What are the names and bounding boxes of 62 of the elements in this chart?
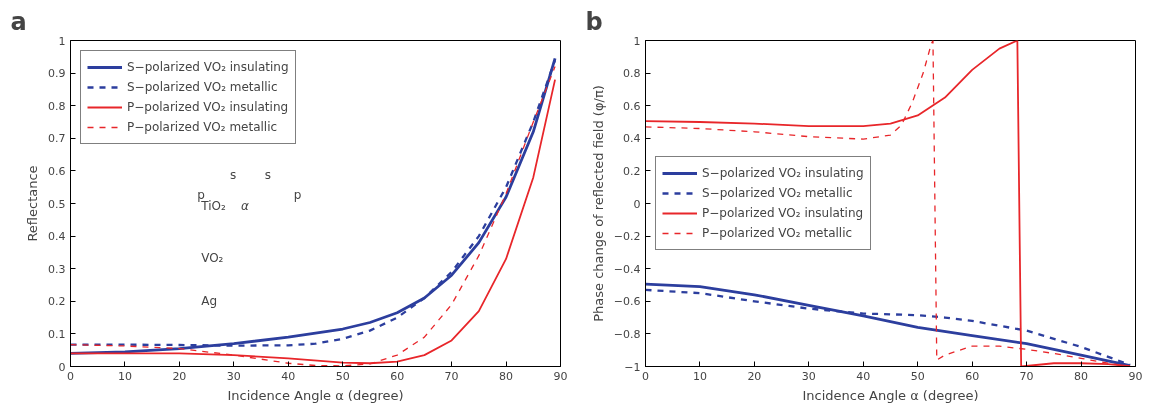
x-tick-label: 90 <box>1128 369 1143 383</box>
x-axis-title: Incidence Angle α (degree) <box>227 387 404 403</box>
y-tick-label: 0.4 <box>623 132 641 146</box>
annotation: p <box>293 187 302 202</box>
x-tick-label: 20 <box>747 369 762 383</box>
x-tick-label: 10 <box>692 369 707 383</box>
legend-label: S−polarized VO₂ metallic <box>127 80 278 94</box>
chart-title: a <box>10 7 27 36</box>
legend-label: S−polarized VO₂ insulating <box>702 166 864 180</box>
y-tick-label: 0.4 <box>48 230 66 244</box>
legend-label: P−polarized VO₂ metallic <box>127 120 278 134</box>
x-tick-label: 70 <box>444 369 459 383</box>
x-tick-label: 80 <box>499 369 514 383</box>
y-tick-label: 1 <box>633 34 641 48</box>
y-tick-label: 0.8 <box>48 99 66 113</box>
y-tick-label: 1 <box>58 34 66 48</box>
annotation: p <box>197 187 205 202</box>
y-tick-label: −0.2 <box>613 230 641 244</box>
annotation: s <box>264 168 272 183</box>
y-tick-label: −1 <box>624 360 641 374</box>
y-tick-label: 0.3 <box>48 262 66 276</box>
y-tick-label: 0.7 <box>48 132 66 146</box>
x-tick-label: 40 <box>281 369 296 383</box>
chart-title: b <box>585 7 603 36</box>
x-tick-label: 30 <box>226 369 241 383</box>
y-tick-label: −0.8 <box>613 327 641 341</box>
x-tick-label: 90 <box>553 369 568 383</box>
legend-label: P−polarized VO₂ metallic <box>702 226 853 240</box>
legend-label: S−polarized VO₂ metallic <box>702 186 853 200</box>
x-tick-label: 20 <box>172 369 187 383</box>
x-tick-label: 10 <box>117 369 132 383</box>
x-tick-label: 30 <box>801 369 816 383</box>
x-tick-label: 70 <box>1019 369 1034 383</box>
annotation: Ag <box>201 293 217 308</box>
y-tick-label: 0 <box>633 197 641 211</box>
y-axis-title: Reflectance <box>25 165 41 242</box>
y-tick-label: 0.5 <box>48 197 66 211</box>
y-tick-label: 0.6 <box>623 99 641 113</box>
annotation: s <box>230 168 237 183</box>
y-tick-label: 0.2 <box>48 295 66 309</box>
y-tick-label: 0 <box>58 360 66 374</box>
x-axis-title: Incidence Angle α (degree) <box>802 387 979 403</box>
y-tick-label: 0.6 <box>48 164 66 178</box>
y-tick-label: −0.6 <box>613 295 641 309</box>
x-tick-label: 50 <box>335 369 350 383</box>
y-tick-label: −0.4 <box>613 262 641 276</box>
y-tick-label: 0.9 <box>48 67 66 81</box>
x-tick-label: 40 <box>856 369 871 383</box>
annotation: VO₂ <box>201 251 224 266</box>
x-tick-label: 60 <box>965 369 980 383</box>
annotation: α <box>240 199 249 214</box>
y-axis-title: Phase change of reflected field (φ/π) <box>590 85 606 322</box>
x-tick-label: 80 <box>1074 369 1089 383</box>
annotation: TiO₂ <box>200 199 226 214</box>
legend-label: P−polarized VO₂ insulating <box>702 206 864 220</box>
legend-label: S−polarized VO₂ insulating <box>127 60 289 74</box>
x-tick-label: 60 <box>390 369 405 383</box>
x-tick-label: 50 <box>910 369 925 383</box>
y-tick-label: 0.2 <box>623 164 641 178</box>
y-tick-label: 0.1 <box>48 327 66 341</box>
legend-label: P−polarized VO₂ insulating <box>127 100 289 114</box>
y-tick-label: 0.8 <box>623 67 641 81</box>
